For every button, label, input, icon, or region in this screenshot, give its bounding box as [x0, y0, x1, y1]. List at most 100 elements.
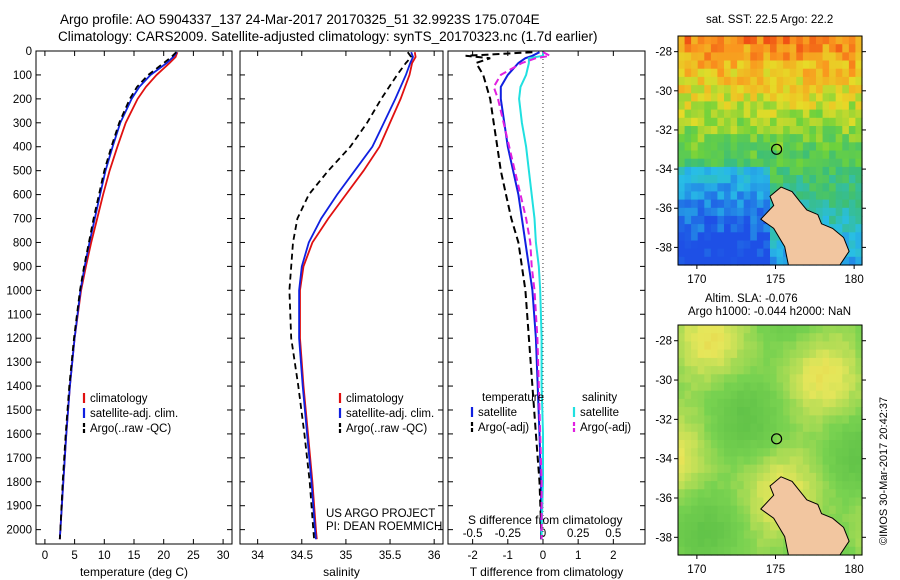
sst-lat-tick-label: -32 — [655, 125, 672, 137]
x-tick-label-difference: 0 — [540, 550, 546, 562]
sla-map-title-line1: Altim. SLA: -0.076 — [705, 293, 798, 305]
sst-map-title: sat. SST: 22.5 Argo: 22.2 — [706, 14, 834, 26]
temperature-diff-legend-title: temperature — [482, 392, 544, 404]
y-tick-label: 400 — [13, 142, 32, 154]
sla-map-frame — [677, 324, 863, 556]
difference-x-axis-label: T difference from climatology — [470, 565, 624, 579]
pi-annotation: PI: DEAN ROEMMICH — [326, 521, 442, 533]
x-tick-label-difference: 2 — [610, 550, 616, 562]
sst-lat-tick-label: -28 — [655, 47, 672, 59]
y-tick-label: 1600 — [6, 429, 32, 441]
header-line2: Climatology: CARS2009. Satellite-adjuste… — [58, 29, 598, 44]
temperature-diff-legend-label: satellite — [478, 407, 517, 419]
x-tick-label-salinity: 34.5 — [291, 550, 313, 562]
y-tick-label: 1000 — [6, 285, 32, 297]
plot-frame-difference — [447, 50, 646, 545]
salinity-diff-tick-label: -0.25 — [495, 528, 521, 540]
y-tick-label: 1700 — [6, 453, 32, 465]
salinity-diff-tick-label: 0 — [540, 528, 546, 540]
salinity-x-axis-label: salinity — [323, 565, 360, 579]
x-tick-label-difference: 1 — [575, 550, 581, 562]
salinity-legend-label: climatology — [346, 393, 404, 405]
sst-lat-tick-label: -36 — [655, 203, 672, 215]
x-tick-label-salinity: 35 — [340, 550, 353, 562]
temperature-diff-argo-line — [465, 51, 543, 540]
x-tick-label-temperature: 25 — [187, 550, 200, 562]
sst-lon-tick-label: 175 — [766, 274, 785, 286]
y-tick-label: 700 — [13, 214, 32, 226]
sla-argo-position-marker — [771, 433, 783, 445]
y-tick-label: 1100 — [7, 309, 32, 321]
sst-land-new-zealand — [760, 186, 850, 266]
plot-frame-salinity — [239, 50, 444, 545]
salinity-diff-satellite-line — [518, 52, 544, 540]
x-tick-label-temperature: 15 — [128, 550, 141, 562]
y-tick-label: 1400 — [6, 381, 32, 393]
sla-lat-tick-label: -30 — [655, 375, 672, 387]
x-tick-label-temperature: 10 — [98, 550, 111, 562]
x-tick-label-temperature: 0 — [42, 550, 48, 562]
temperature-diff-legend-label: Argo(-adj) — [478, 422, 529, 434]
sst-map-grid — [678, 36, 863, 266]
imos-credit: ©IMOS 30-Mar-2017 20:42:37 — [878, 396, 890, 545]
salinity-diff-argo-line — [492, 51, 554, 540]
x-tick-label-difference: -1 — [503, 550, 513, 562]
sst-lon-tick-label: 170 — [687, 274, 706, 286]
sla-lat-tick-label: -32 — [655, 414, 672, 426]
header-line1: Argo profile: AO 5904337_137 24-Mar-2017… — [60, 12, 540, 27]
y-tick-label: 800 — [13, 237, 32, 249]
plot-frame-temperature — [35, 50, 233, 545]
x-tick-label-temperature: 5 — [71, 550, 77, 562]
sst-lat-tick-label: -38 — [655, 242, 672, 254]
salinity-diff-axis-label: S difference from climatology — [468, 513, 623, 527]
y-tick-label: 1900 — [6, 501, 32, 513]
y-tick-label: 300 — [13, 118, 32, 130]
temperature-legend-label: climatology — [90, 393, 148, 405]
salinity-diff-legend-label: satellite — [580, 407, 619, 419]
salinity-legend-label: satellite-adj. clim. — [346, 408, 434, 420]
salinity-diff-legend-label: Argo(-adj) — [580, 422, 631, 434]
sla-lon-tick-label: 175 — [766, 564, 785, 576]
y-tick-label: 600 — [13, 190, 32, 202]
y-tick-label: 0 — [26, 46, 32, 58]
salinity-argo-line — [288, 51, 413, 540]
y-tick-label: 900 — [13, 261, 32, 273]
y-tick-label: 1300 — [6, 357, 32, 369]
x-tick-label-temperature: 20 — [157, 550, 170, 562]
sst-argo-position-marker — [771, 143, 783, 155]
sla-lat-tick-label: -38 — [655, 532, 672, 544]
y-tick-label: 2000 — [6, 525, 32, 537]
salinity-climatology-line — [299, 52, 417, 540]
y-tick-label: 100 — [13, 70, 32, 82]
sla-lon-tick-label: 180 — [845, 564, 864, 576]
sla-lat-tick-label: -36 — [655, 493, 672, 505]
y-tick-label: 200 — [13, 94, 32, 106]
sst-lon-tick-label: 180 — [845, 274, 864, 286]
sla-map-title-line2: Argo h1000: -0.044 h2000: NaN — [688, 306, 852, 318]
salinity-diff-tick-label: -0.5 — [463, 528, 483, 540]
sla-land-new-zealand — [760, 476, 850, 556]
salinity-diff-legend-title: salinity — [582, 392, 617, 404]
sla-lat-tick-label: -28 — [655, 336, 672, 348]
y-tick-label: 1200 — [6, 333, 32, 345]
x-tick-label-salinity: 34 — [251, 550, 264, 562]
temperature-legend-label: satellite-adj. clim. — [90, 408, 178, 420]
x-tick-label-salinity: 35.5 — [379, 550, 401, 562]
sst-map-frame — [677, 35, 863, 266]
salinity-legend-label: Argo(..raw -QC) — [346, 423, 427, 435]
y-tick-label: 1800 — [6, 477, 32, 489]
sst-lat-tick-label: -30 — [655, 86, 672, 98]
salinity-diff-tick-label: 0.25 — [567, 528, 589, 540]
project-annotation: US ARGO PROJECT — [326, 508, 435, 520]
temperature-x-axis-label: temperature (deg C) — [80, 565, 188, 579]
sla-lat-tick-label: -34 — [655, 454, 672, 466]
y-tick-label: 1500 — [6, 405, 32, 417]
x-tick-label-salinity: 36 — [428, 550, 441, 562]
salinity-diff-tick-label: 0.5 — [605, 528, 621, 540]
temperature-argo-line — [58, 51, 177, 540]
y-tick-label: 500 — [13, 166, 32, 178]
sla-lon-tick-label: 170 — [687, 564, 706, 576]
temperature-legend-label: Argo(..raw -QC) — [90, 423, 171, 435]
x-tick-label-temperature: 30 — [217, 550, 230, 562]
